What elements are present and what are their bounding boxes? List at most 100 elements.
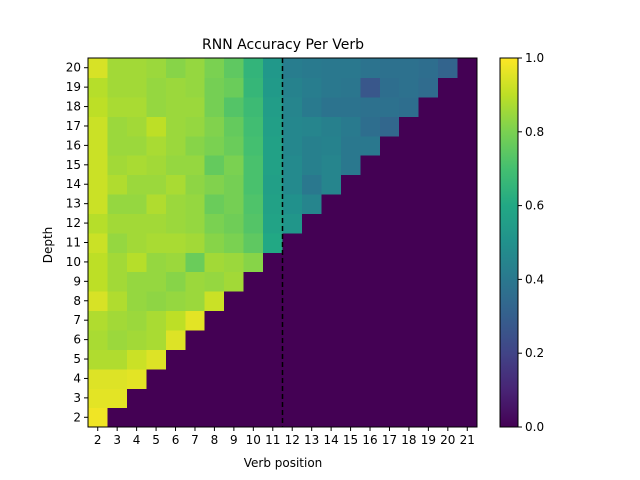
heatmap-cell [185,96,206,117]
heatmap-cell [263,77,284,98]
heatmap-cell [360,116,381,137]
y-tick-label: 17 [66,119,81,133]
heatmap-cell [399,329,420,350]
heatmap-cell [185,213,206,234]
heatmap-cell [185,291,206,312]
heatmap-cell [282,135,303,156]
heatmap-cell [282,271,303,292]
heatmap-cell [438,135,459,156]
colorbar-tick-label: 0.8 [525,125,544,139]
heatmap-cell [224,155,245,176]
heatmap-cell [282,252,303,273]
heatmap-cell [321,193,342,214]
heatmap-cell [301,388,322,409]
heatmap-cell [185,368,206,389]
heatmap-cell [126,252,147,273]
heatmap-cell [457,96,478,117]
heatmap-cell [282,96,303,117]
heatmap-cell [282,58,303,79]
heatmap-cell [418,291,439,312]
heatmap-cell [263,116,284,137]
x-tick-label: 17 [382,433,397,447]
heatmap-cell [146,329,167,350]
heatmap-cell [438,58,459,79]
heatmap-cell [243,388,264,409]
heatmap-cell [224,271,245,292]
heatmap-cell [360,329,381,350]
heatmap-cell [88,388,109,409]
heatmap-cell [301,407,322,428]
heatmap-cell [243,116,264,137]
heatmap-cell [126,155,147,176]
y-tick-label: 9 [73,274,81,288]
heatmap-cell [107,388,128,409]
heatmap-cell [165,96,186,117]
heatmap-cell [321,135,342,156]
heatmap-cell [340,232,361,253]
heatmap-cell [340,252,361,273]
heatmap-cell [301,271,322,292]
x-tick-label: 19 [421,433,436,447]
colorbar-tick-label: 0.2 [525,346,544,360]
heatmap-cell [301,58,322,79]
heatmap-cell [146,252,167,273]
heatmap-cell [126,96,147,117]
heatmap-cell [379,193,400,214]
heatmap-cell [88,116,109,137]
heatmap-cell [165,349,186,370]
heatmap-cell [263,174,284,195]
heatmap-cell [399,213,420,234]
heatmap-cell [418,232,439,253]
heatmap-cell [224,77,245,98]
heatmap-cell [185,349,206,370]
heatmap-cell [126,174,147,195]
y-tick-label: 6 [73,333,81,347]
heatmap-cell [399,155,420,176]
y-tick-label: 10 [66,255,81,269]
heatmap-cell [165,77,186,98]
heatmap-cell [340,155,361,176]
heatmap-cell [263,252,284,273]
heatmap-cell [379,349,400,370]
x-tick-label: 13 [304,433,319,447]
heatmap-cell [457,349,478,370]
heatmap-cell [340,310,361,331]
heatmap-cell [457,329,478,350]
heatmap-cell [321,77,342,98]
heatmap-cell [340,271,361,292]
heatmap-cell [146,213,167,234]
heatmap-cell [204,291,225,312]
x-tick-label: 10 [246,433,261,447]
chart-title: RNN Accuracy Per Verb [202,37,364,53]
heatmap-cell [165,310,186,331]
heatmap-cell [126,58,147,79]
heatmap-cell [418,368,439,389]
heatmap-cell [107,58,128,79]
heatmap-cell [185,388,206,409]
y-tick-label: 4 [73,371,81,385]
heatmap-cell [185,155,206,176]
heatmap-cell [263,368,284,389]
heatmap-cell [282,174,303,195]
heatmap-cell [107,213,128,234]
heatmap-cell [399,252,420,273]
heatmap-cell [301,310,322,331]
heatmap-cell [438,388,459,409]
heatmap-cell [399,174,420,195]
heatmap-cell [243,349,264,370]
x-tick-label: 12 [285,433,300,447]
heatmap-cell [126,116,147,137]
heatmap-cell [165,213,186,234]
heatmap-cell [126,310,147,331]
heatmap-cell [204,174,225,195]
heatmap-cell [321,310,342,331]
x-tick-label: 21 [460,433,475,447]
heatmap-cell [224,368,245,389]
y-tick-label: 19 [66,80,81,94]
heatmap-cell [185,174,206,195]
heatmap-cell [88,58,109,79]
heatmap-cell [263,135,284,156]
heatmap-cell [224,232,245,253]
heatmap-cell [204,271,225,292]
heatmap-cell [321,155,342,176]
